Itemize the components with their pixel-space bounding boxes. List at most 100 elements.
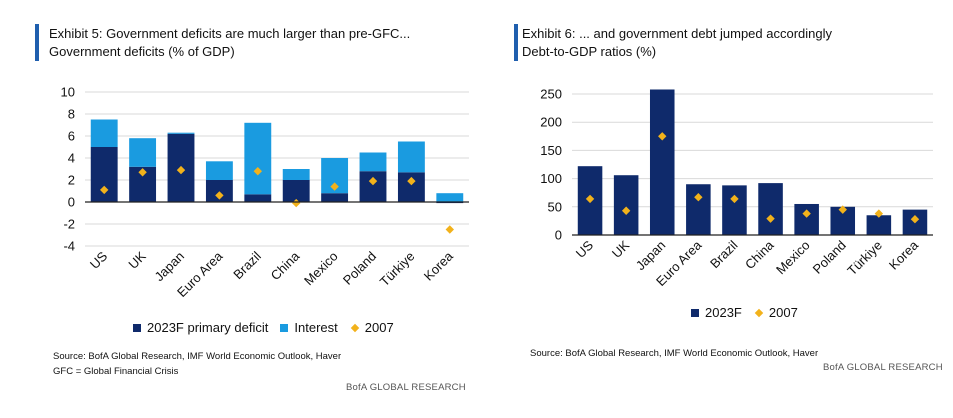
exhibit-5-source: Source: BofA Global Research, IMF World … <box>53 349 341 379</box>
exhibit-5-title: Exhibit 5: Government deficits are much … <box>49 25 410 61</box>
legend-item-2007: 2007 <box>350 320 394 335</box>
x-tick-label: Brazil <box>707 237 741 271</box>
bar-interest <box>129 138 157 167</box>
marker-2007 <box>838 205 847 214</box>
x-tick-label: UK <box>125 248 149 272</box>
title-accent-bar <box>514 24 518 61</box>
bar-interest <box>167 132 195 134</box>
exhibit-5-panel: Exhibit 5: Government deficits are much … <box>0 0 476 418</box>
marker-2007 <box>621 206 631 215</box>
legend-swatch-interest <box>280 323 289 332</box>
legend-item-2023f: 2023F <box>691 305 742 320</box>
bar-2023f <box>758 183 783 235</box>
legend-swatch-2023f <box>691 308 699 317</box>
bar-2023f-primary-deficit <box>397 172 425 202</box>
legend-label-2007: 2007 <box>768 305 798 320</box>
y-tick-label: 150 <box>540 143 562 158</box>
legend-diamond-icon <box>754 308 764 317</box>
y-tick-label: 4 <box>68 151 75 166</box>
bar-2023f-primary-deficit <box>359 171 387 202</box>
exhibit-5-title-line1: Exhibit 5: Government deficits are much … <box>49 26 411 41</box>
marker-2007 <box>658 132 667 141</box>
y-tick-label: 0 <box>555 228 562 243</box>
marker-2007 <box>445 225 454 234</box>
marker-2007 <box>215 191 224 200</box>
bar-interest <box>436 193 464 202</box>
x-tick-label: Poland <box>340 249 379 288</box>
legend-item-2007: 2007 <box>754 305 798 320</box>
y-tick-label: -2 <box>63 217 75 232</box>
debt-legend: 2023F 2007 <box>691 305 810 320</box>
y-tick-label: 50 <box>548 199 562 214</box>
y-tick-label: 8 <box>68 107 75 122</box>
exhibit-6-title-line1: Exhibit 6: ... and government debt jumpe… <box>522 26 833 41</box>
marker-2007 <box>253 167 262 176</box>
exhibit-5-subtitle: Government deficits (% of GDP) <box>49 44 235 59</box>
legend-swatch-primary <box>133 323 141 332</box>
y-tick-label: 0 <box>68 195 75 210</box>
bar-2023f <box>649 89 675 235</box>
bar-2023f <box>613 175 639 235</box>
bar-2023f-primary-deficit <box>282 180 310 202</box>
brand-label: BofA GLOBAL RESEARCH <box>346 382 466 393</box>
y-tick-label: 2 <box>68 173 75 188</box>
source-line: Source: BofA Global Research, IMF World … <box>53 351 342 362</box>
x-tick-label: UK <box>609 237 633 261</box>
deficits-legend: 2023F primary deficit Interest 2007 <box>133 320 406 335</box>
exhibit-6-source: Source: BofA Global Research, IMF World … <box>530 346 818 361</box>
x-tick-label: US <box>87 248 111 272</box>
marker-2007 <box>368 176 378 186</box>
brand-label: BofA GLOBAL RESEARCH <box>823 362 943 373</box>
bar-interest <box>244 122 272 195</box>
bar-2023f-primary-deficit <box>244 194 272 202</box>
title-accent-bar <box>35 24 39 61</box>
legend-label-primary: 2023F primary deficit <box>147 320 269 335</box>
marker-2007 <box>138 168 147 177</box>
bar-2023f <box>866 215 892 235</box>
x-tick-label: Japan <box>151 249 187 285</box>
x-tick-label: Mexico <box>773 238 813 278</box>
y-tick-label: 200 <box>540 115 562 130</box>
marker-2007 <box>874 209 884 218</box>
x-tick-label: China <box>268 248 303 283</box>
bar-2023f-primary-deficit <box>205 180 233 202</box>
bar-2023f <box>686 184 711 235</box>
legend-item-interest: Interest <box>280 320 338 335</box>
bar-interest <box>90 119 118 147</box>
legend-item-primary-deficit: 2023F primary deficit <box>133 320 268 335</box>
marker-2007 <box>802 209 811 218</box>
legend-label-interest: Interest <box>294 320 338 335</box>
legend-label-2023f: 2023F <box>705 305 742 320</box>
x-tick-label: US <box>573 237 597 261</box>
y-tick-label: 250 <box>540 87 562 102</box>
marker-2007 <box>176 165 186 175</box>
bar-interest <box>359 152 387 172</box>
y-tick-label: -4 <box>63 239 75 254</box>
bar-interest <box>282 169 310 180</box>
bar-interest <box>397 141 425 173</box>
exhibit-6-title: Exhibit 6: ... and government debt jumpe… <box>522 25 832 61</box>
x-tick-label: Korea <box>886 237 922 273</box>
bar-interest <box>205 161 233 180</box>
exhibit-6-panel: Exhibit 6: ... and government debt jumpe… <box>476 0 953 418</box>
source-line: Source: BofA Global Research, IMF World … <box>530 348 819 359</box>
x-tick-label: Mexico <box>301 249 341 289</box>
bar-2023f <box>722 185 747 235</box>
bar-2023f-primary-deficit <box>321 193 349 202</box>
y-tick-label: 10 <box>61 85 75 100</box>
x-tick-label: Brazil <box>230 248 264 282</box>
x-tick-label: Türkiye <box>377 249 418 290</box>
marker-2007 <box>100 185 109 195</box>
marker-2007 <box>292 198 301 208</box>
x-tick-label: Korea <box>421 248 457 284</box>
x-tick-label: Poland <box>810 238 849 277</box>
y-tick-label: 100 <box>540 171 562 186</box>
marker-2007 <box>330 182 339 191</box>
x-tick-label: Türkiye <box>844 238 885 279</box>
y-tick-label: 6 <box>68 129 75 144</box>
exhibit-6-subtitle: Debt-to-GDP ratios (%) <box>522 44 657 59</box>
footnote-line: GFC = Global Financial Crisis <box>53 366 179 377</box>
bar-2023f <box>794 203 819 235</box>
